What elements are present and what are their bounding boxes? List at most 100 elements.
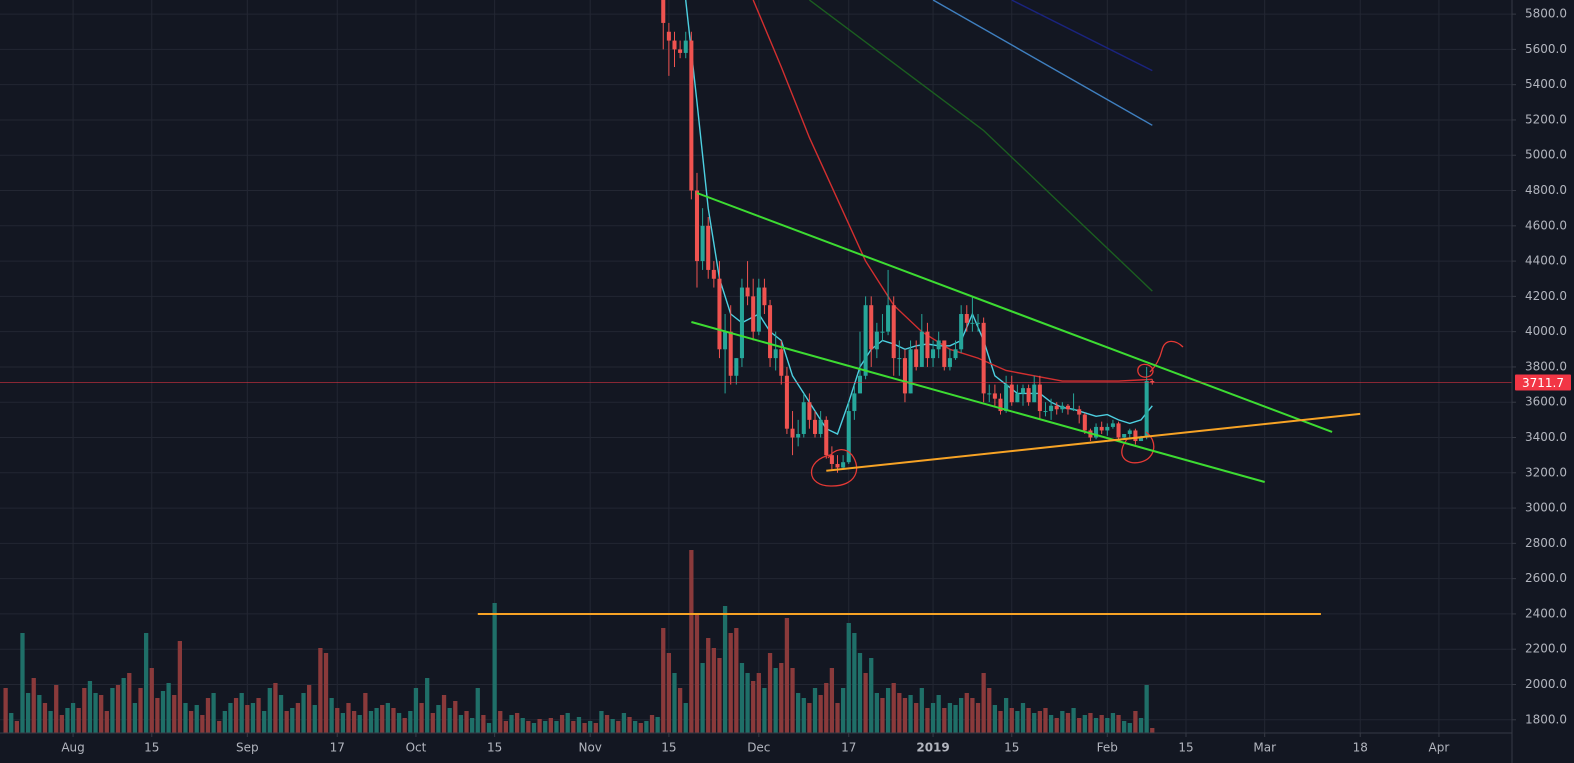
volume-bar — [1020, 703, 1026, 733]
candle-body — [1133, 430, 1138, 442]
x-tick-label: Nov — [578, 741, 601, 755]
volume-bar — [1003, 698, 1009, 733]
volume-bar — [1015, 711, 1020, 733]
x-tick-label: 18 — [1353, 741, 1368, 755]
volume-bar — [914, 703, 919, 733]
volume-bar — [76, 708, 81, 733]
y-tick-label: 4400.0 — [1525, 254, 1567, 268]
volume-bar — [290, 708, 295, 733]
volume-bar — [1026, 708, 1031, 733]
volume-bar — [734, 628, 739, 733]
volume-bar — [115, 685, 121, 733]
volume-bar — [82, 688, 87, 733]
volume-bar — [711, 648, 716, 733]
volume-bar — [295, 703, 301, 733]
y-tick-label: 4000.0 — [1525, 324, 1567, 338]
volume-bar — [1138, 718, 1144, 733]
candle-body — [891, 305, 896, 359]
volume-bar — [509, 715, 514, 733]
candle-body — [925, 331, 930, 359]
y-tick-label: 3800.0 — [1525, 359, 1567, 373]
volume-bar — [14, 721, 19, 733]
y-tick-label: 2400.0 — [1525, 606, 1567, 620]
candle-body — [672, 40, 677, 50]
y-tick-label: 5000.0 — [1525, 148, 1567, 162]
volume-bar — [975, 703, 981, 733]
y-tick-label: 5800.0 — [1525, 7, 1567, 21]
volume-bar — [222, 711, 227, 733]
candle-body — [841, 462, 846, 468]
volume-bar — [526, 721, 531, 733]
volume-bar — [565, 713, 570, 733]
volume-bar — [694, 613, 700, 733]
volume-bar — [767, 653, 773, 733]
volume-bar — [200, 715, 205, 733]
candle-body — [953, 349, 958, 359]
volume-bar — [155, 698, 160, 733]
candle-body — [824, 419, 829, 456]
moving-average — [808, 0, 1153, 292]
candle-body — [661, 0, 666, 23]
x-tick-label: 2019 — [916, 741, 949, 755]
candle-body — [1094, 426, 1099, 438]
volume-bar — [54, 685, 59, 733]
candle-body — [964, 314, 969, 323]
y-tick-label: 2200.0 — [1525, 642, 1567, 656]
x-tick-label: 17 — [330, 741, 345, 755]
volume-bar — [936, 695, 941, 733]
candle-body — [975, 322, 981, 324]
volume-bar — [481, 715, 486, 733]
volume-bar — [1065, 713, 1071, 733]
volume-bar — [239, 693, 244, 733]
y-tick-label: 5600.0 — [1525, 42, 1567, 56]
last-price-label: 3711.7 — [1522, 376, 1564, 390]
candle-body — [756, 287, 761, 332]
volume-bar — [127, 673, 132, 733]
volume-bar — [329, 698, 334, 733]
volume-bar — [498, 711, 503, 733]
candle-body — [1037, 384, 1042, 412]
volume-bar — [1116, 715, 1121, 733]
candle-body — [711, 269, 716, 279]
candle-body — [1077, 409, 1082, 415]
volume-bar — [812, 688, 818, 733]
volume-bar — [998, 711, 1003, 733]
candle-body — [1015, 393, 1020, 403]
volume-bar — [250, 703, 256, 733]
volume-bar — [177, 641, 183, 733]
x-tick-label: Aug — [61, 741, 84, 755]
volume-bar — [262, 711, 267, 733]
candle-body — [959, 314, 964, 350]
moving-average — [932, 0, 1153, 126]
freehand-circle — [1121, 431, 1155, 464]
volume-bar — [70, 703, 76, 733]
volume-bar — [59, 715, 64, 733]
volume-bar — [756, 673, 761, 733]
candle-body — [784, 375, 789, 429]
candles — [661, 0, 1155, 473]
candle-body — [914, 349, 919, 367]
volume-bar — [863, 673, 868, 733]
volume-bar — [160, 691, 166, 733]
volume-bar — [751, 681, 756, 733]
volume-bar — [284, 711, 289, 733]
volume-bar — [885, 688, 891, 733]
volume-bar — [211, 693, 216, 733]
volume-bar — [717, 658, 722, 733]
candle-body — [1127, 430, 1132, 434]
volume-bar — [1110, 713, 1116, 733]
candle-body — [706, 225, 711, 270]
volume-bar — [273, 683, 278, 733]
y-tick-label: 2800.0 — [1525, 536, 1567, 550]
candle-body — [936, 340, 941, 350]
volume-bar — [722, 606, 728, 733]
volume-bar — [307, 685, 312, 733]
volume-bar — [919, 688, 924, 733]
candle-body — [796, 433, 801, 438]
volume-bar — [689, 550, 694, 733]
y-tick-label: 3000.0 — [1525, 501, 1567, 515]
volume-bar — [683, 703, 688, 733]
volume-bar — [144, 633, 149, 733]
candle-body — [734, 358, 739, 376]
volume-bar — [194, 705, 199, 733]
